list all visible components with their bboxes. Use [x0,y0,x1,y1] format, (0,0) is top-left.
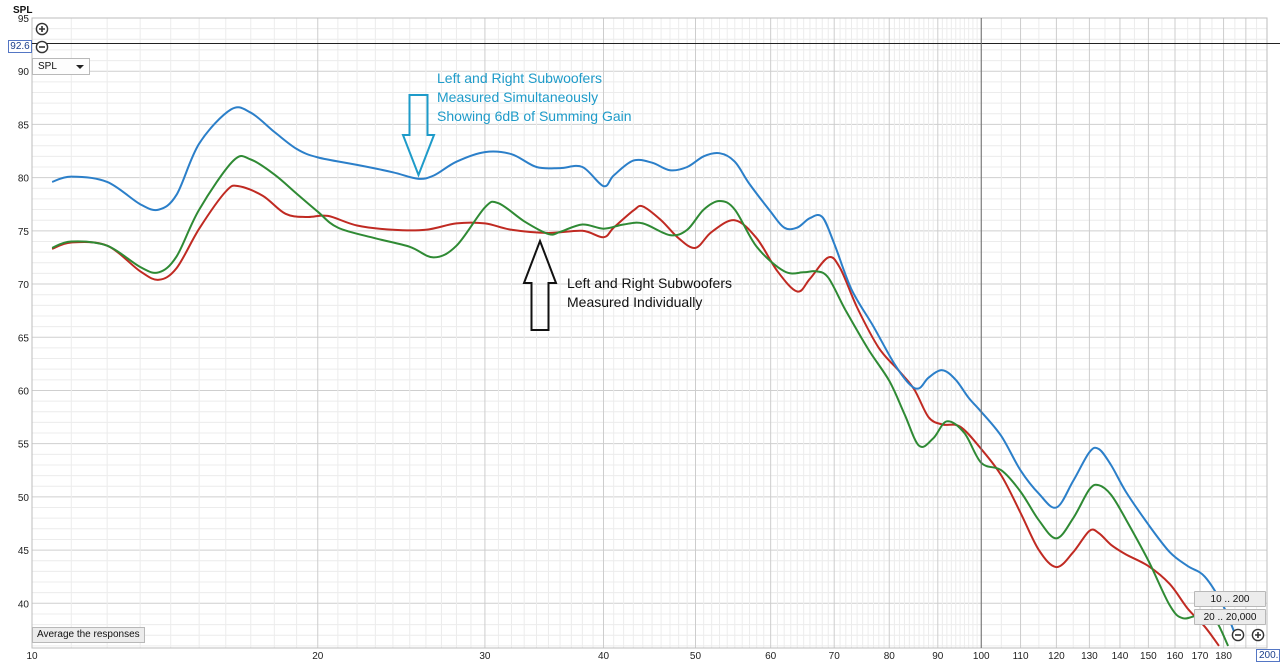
y-axis-ticks: 40 45 50 55 60 65 70 75 80 85 90 95 [18,14,30,610]
minus-circle-icon [1231,628,1245,642]
spl-dropdown-value: SPL [38,61,57,72]
summed-annotation-line-1: Left and Right Subwoofers [437,70,602,86]
y-tick-label: 65 [18,333,30,344]
individual-annotation-line-1: Left and Right Subwoofers [567,275,732,291]
x-tick-label: 80 [884,651,896,662]
x-zoom-out-button[interactable] [1231,628,1245,642]
summed-down-arrow-icon [401,94,436,178]
series-line-left [51,184,1220,647]
y-tick-label: 40 [18,599,30,610]
y-zoom-in-button[interactable] [35,22,49,36]
x-tick-label: 20 [312,651,324,662]
summed-annotation-line-2: Measured Simultaneously [437,89,598,105]
summed-annotation-line-3: Showing 6dB of Summing Gain [437,108,632,124]
x-tick-label: 120 [1048,651,1065,662]
x-tick-label: 140 [1112,651,1129,662]
plus-circle-icon [35,22,49,36]
y-tick-label: 70 [18,280,30,291]
plot-frame [31,17,1268,649]
y-tick-label: 55 [18,440,30,451]
y-cursor-value[interactable]: 92.6 [8,40,32,53]
x-tick-label: 70 [829,651,841,662]
y-tick-label: 95 [18,14,30,25]
individual-up-arrow-icon [522,238,558,331]
x-tick-label: 50 [690,651,702,662]
y-tick-label: 45 [18,546,30,557]
x-tick-label: 150 [1140,651,1157,662]
y-tick-label: 85 [18,120,30,131]
x-tick-label: 30 [479,651,491,662]
x-axis-ticks: 10 20 30 40 50 60 70 80 90 100 110 120 130 140 150 160 1… [26,651,1232,662]
plus-circle-icon [1251,628,1265,642]
y-tick-label: 80 [18,174,30,185]
individual-annotation: Left and Right Subwoofers Measured Indiv… [567,275,732,310]
x-cursor-value[interactable]: 200.0 [1256,649,1280,662]
x-tick-label: 180 [1215,651,1232,662]
x-zoom-in-button[interactable] [1251,628,1265,642]
y-tick-label: 75 [18,227,30,238]
x-tick-label: 130 [1081,651,1098,662]
x-tick-label: 170 [1192,651,1209,662]
spl-dropdown[interactable]: SPL [32,58,90,75]
x-tick-label: 10 [26,651,38,662]
x-tick-label: 40 [598,651,610,662]
range-10-200-button[interactable]: 10 .. 200 [1194,591,1266,607]
x-tick-label: 60 [765,651,777,662]
average-responses-button[interactable]: Average the responses [32,627,145,643]
minus-circle-icon [35,40,49,54]
x-tick-label: 110 [1013,651,1029,662]
summed-annotation: Left and Right Subwoofers Measured Simul… [437,70,632,124]
y-axis-unit-label: SPL [13,5,32,16]
range-20-20000-button[interactable]: 20 .. 20,000 [1194,609,1266,625]
chevron-down-icon [76,65,84,69]
y-tick-label: 60 [18,386,30,397]
x-tick-label: 90 [932,651,944,662]
x-tick-label: 160 [1167,651,1184,662]
y-tick-label: 50 [18,493,30,504]
x-tick-label: 100 [973,651,990,662]
y-zoom-out-button[interactable] [35,40,49,54]
cursor-crosshair [32,18,1280,648]
individual-annotation-line-2: Measured Individually [567,294,702,310]
grid [31,17,1268,649]
series-line-right [51,154,1230,647]
series-lines [51,106,1239,647]
y-tick-label: 90 [18,67,30,78]
series-line-summed [51,106,1239,640]
